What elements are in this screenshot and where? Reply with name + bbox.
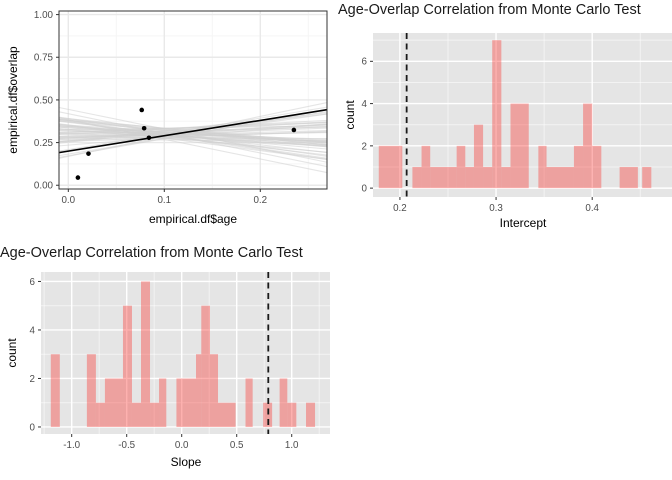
slope-x-axis-label: Slope [170, 455, 202, 469]
intercept-histogram-plot-area: 0.2 0.3 0.4 0 2 4 6 [362, 33, 672, 214]
histogram-bar [538, 145, 547, 189]
histogram-bar [430, 166, 457, 189]
data-point [139, 107, 145, 113]
mc-regression-line [58, 106, 328, 152]
histogram-bar [141, 281, 151, 427]
histogram-bar [122, 305, 132, 427]
mc-regression-line [58, 130, 328, 143]
histogram-bar [473, 124, 484, 189]
monte-carlo-lines [58, 101, 328, 174]
histogram-bar [306, 402, 316, 427]
histogram-bar [104, 378, 123, 427]
y-tick-label: 0 [30, 422, 36, 433]
scatter-y-axis-label: empirical.df$overlap [6, 46, 20, 154]
histogram-bar [546, 166, 574, 189]
histogram-bar [465, 166, 474, 189]
histogram-bar [131, 402, 142, 427]
y-tick-label: 2 [30, 374, 35, 385]
x-tick-label: 0.2 [253, 195, 267, 206]
x-tick-label: 0.3 [489, 203, 503, 214]
slope-histogram-title: Age-Overlap Correlation from Monte Carlo… [0, 245, 303, 261]
histogram-bar [501, 166, 511, 189]
scatter-x-axis-label: empirical.df$age [148, 212, 238, 226]
x-tick-label: 0.0 [175, 440, 189, 451]
mc-regression-line [58, 123, 328, 147]
y-tick-label: 4 [30, 325, 36, 336]
histogram-bar [159, 378, 167, 427]
panel-background [41, 272, 330, 434]
histogram-bar [245, 378, 253, 427]
histogram-bar [279, 378, 288, 427]
intercept-histogram-title: Age-Overlap Correlation from Monte Carlo… [338, 2, 641, 18]
mc-regression-line [58, 126, 328, 138]
histogram-bar [492, 40, 502, 189]
histogram-bar [176, 378, 197, 427]
histogram-bar [95, 402, 105, 427]
histogram-bar [196, 354, 202, 427]
data-point [291, 127, 297, 133]
slope-histogram-plot-area: -1.0 -0.5 0.0 0.5 1.0 0 2 4 6 [30, 272, 330, 451]
y-tick-label: 4 [362, 99, 368, 110]
fitted-regression-line [58, 108, 328, 154]
data-point [75, 175, 81, 180]
x-tick-label: 0.4 [585, 203, 599, 214]
x-tick-label: 0.1 [157, 195, 171, 206]
slope-y-axis-label: count [5, 338, 19, 368]
slope-histogram-figure: Age-Overlap Correlation from Monte Carlo… [0, 240, 420, 480]
histogram-bar [619, 166, 638, 189]
histogram-bar [592, 145, 602, 189]
histogram-bar [642, 166, 652, 189]
histogram-bar [218, 402, 236, 427]
intercept-x-axis-label: Intercept [499, 216, 547, 230]
histogram-bar [378, 145, 403, 189]
x-tick-label: 1.0 [285, 440, 299, 451]
histogram-bar [150, 402, 160, 427]
y-tick-label: 6 [362, 57, 368, 68]
histogram-bar [263, 402, 273, 427]
histogram-bar [201, 305, 210, 427]
histogram-bar [50, 354, 60, 427]
histogram-bar [86, 354, 96, 427]
scatter-plot-area: 0.0 0.1 0.2 0.00 0.25 0.50 0.75 1.00 [34, 10, 328, 206]
y-tick-label: 0.25 [34, 138, 54, 149]
x-tick-label: 0.2 [393, 203, 407, 214]
y-tick-label: 0.50 [34, 95, 54, 106]
data-point [141, 125, 147, 131]
scatter-figure: 0.0 0.1 0.2 0.00 0.25 0.50 0.75 1.00 empirical.… [0, 0, 336, 240]
histogram-bar [421, 145, 431, 189]
x-tick-label: -0.5 [118, 440, 135, 451]
data-point [86, 151, 91, 156]
y-tick-label: 0.75 [34, 53, 54, 64]
panel-background [373, 33, 672, 197]
data-point [146, 135, 152, 141]
intercept-histogram-figure: Age-Overlap Correlation from Monte Carlo… [336, 0, 672, 234]
intercept-y-axis-label: count [343, 100, 357, 130]
histogram-bar [456, 145, 466, 189]
histogram-bar [209, 354, 219, 427]
y-tick-label: 0 [362, 184, 368, 195]
y-tick-label: 6 [30, 277, 36, 288]
x-tick-label: 0.5 [230, 440, 244, 451]
histogram-bar [573, 145, 584, 189]
x-tick-label: 0.0 [61, 195, 75, 206]
histogram-bar [510, 103, 529, 189]
histogram-bar [483, 166, 493, 189]
histogram-bar [412, 166, 422, 189]
histogram-bar [583, 103, 593, 189]
y-tick-label: 2 [362, 141, 367, 152]
y-tick-label: 1.00 [34, 10, 54, 21]
histogram-bar [287, 402, 297, 427]
x-tick-label: -1.0 [63, 440, 80, 451]
mc-regression-line [58, 118, 328, 159]
y-tick-label: 0.00 [34, 181, 54, 192]
